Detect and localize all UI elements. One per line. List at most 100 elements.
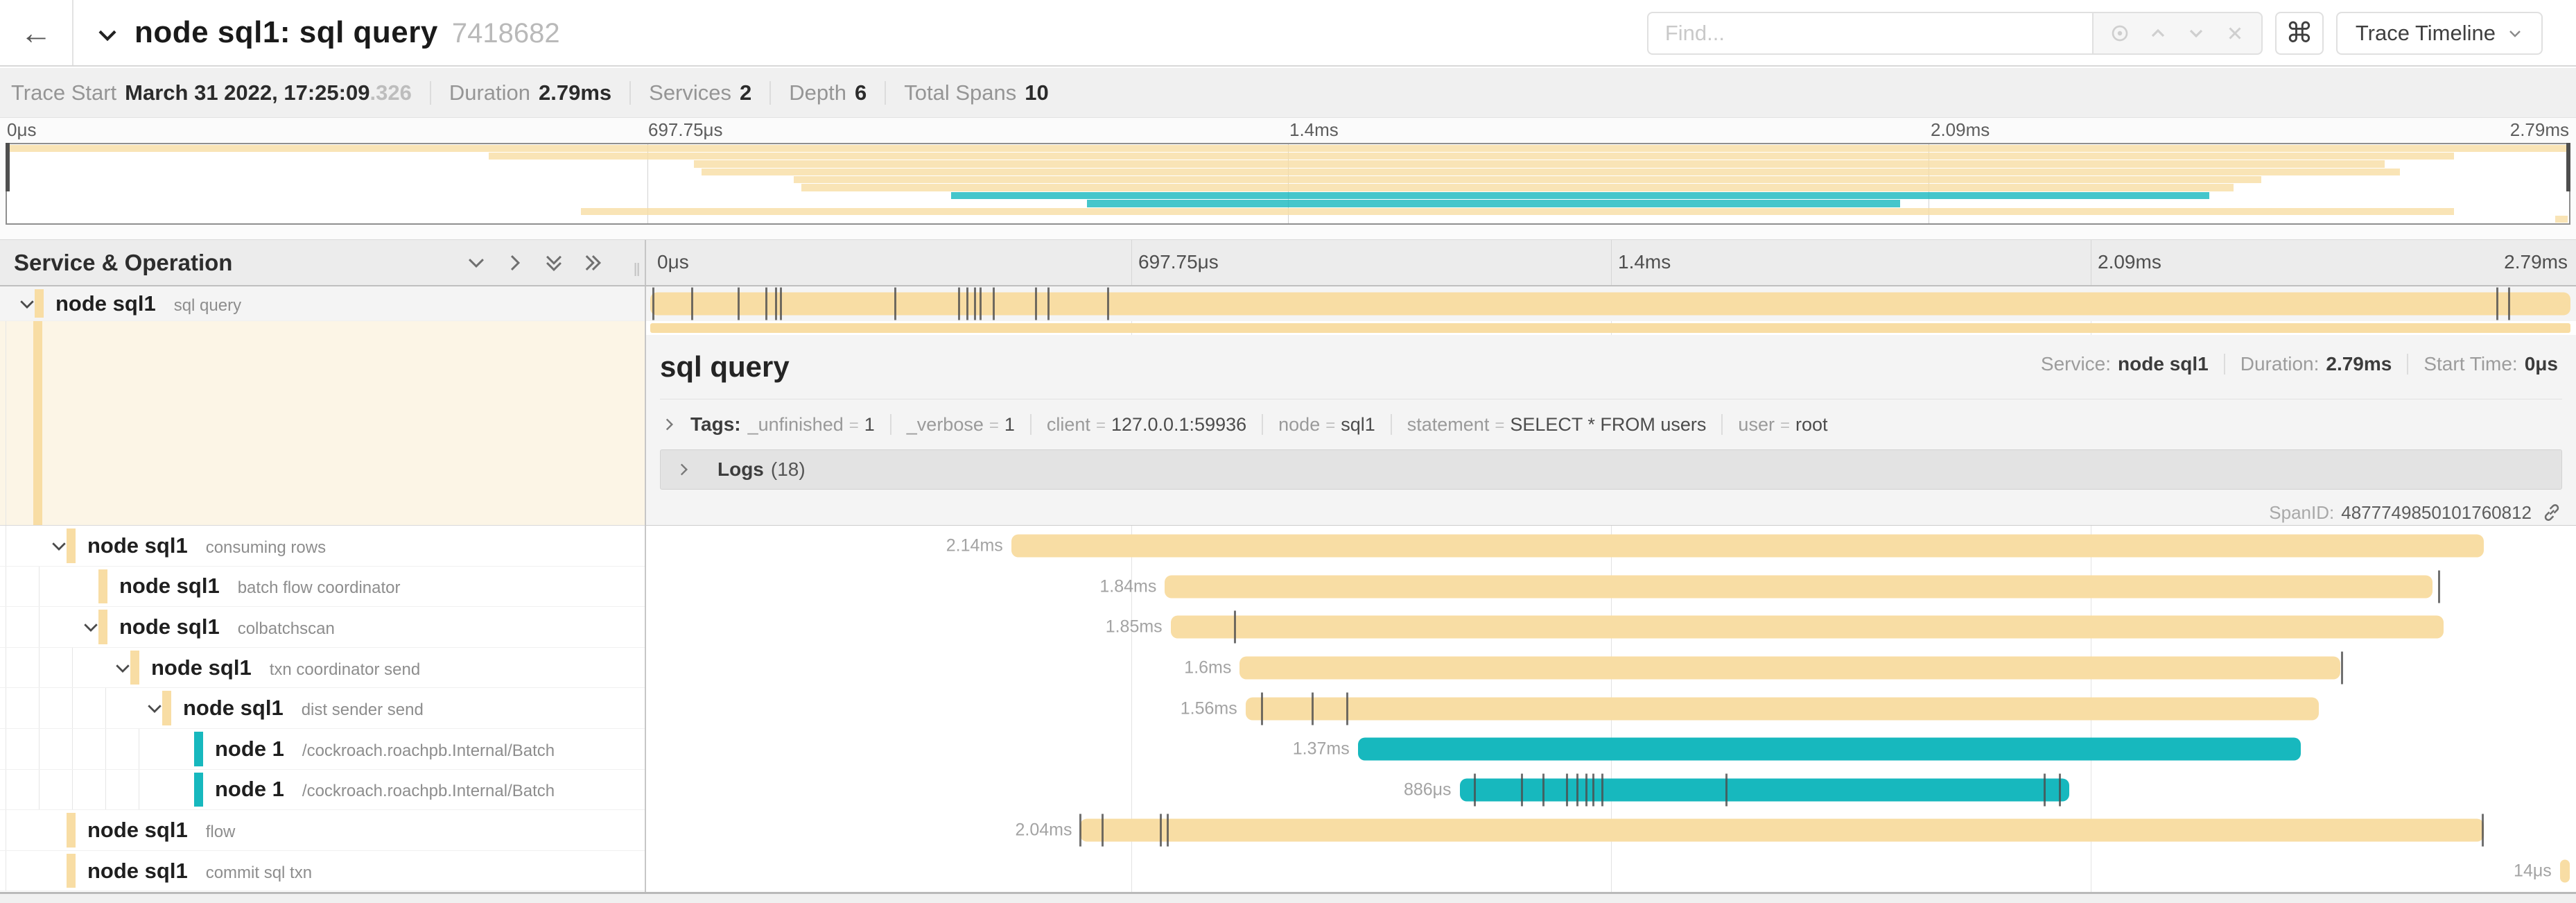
prev-result-icon[interactable] (2146, 22, 2170, 45)
span-rows: node sql1 sql query sql query Service: nod… (0, 286, 2576, 892)
span-row[interactable]: node 1/cockroach.roachpb.Internal/Batch 1… (0, 728, 2576, 770)
span-bar[interactable] (1245, 697, 2320, 721)
trace-minimap[interactable] (6, 143, 2570, 225)
trace-duration: Duration 2.79ms (449, 80, 612, 105)
expander-chevron-icon[interactable] (80, 617, 101, 637)
collapse-all-icon[interactable] (542, 251, 566, 275)
span-row-left: node sql1 batch flow coordinator (0, 566, 645, 608)
span-bar[interactable] (1239, 656, 2340, 680)
minimap-row (7, 152, 2569, 160)
expand-one-icon[interactable] (503, 251, 527, 275)
expander-chevron-icon[interactable] (112, 657, 133, 678)
command-icon: ⌘ (2285, 18, 2313, 49)
chevron-down-icon (2509, 31, 2521, 37)
service-color-strip (98, 569, 107, 604)
span-row-timeline: 1.37ms (645, 729, 2576, 770)
spanid-row: SpanID: 4877749850101760812 (660, 491, 2562, 534)
timeline-ruler-label: 2.09ms (2098, 251, 2161, 273)
span-row[interactable]: node sql1 consuming rows 2.14ms (0, 526, 2576, 567)
span-row[interactable]: node sql1 colbatchscan 1.85ms (0, 607, 2576, 648)
selected-span-mini-bar[interactable] (650, 323, 2570, 333)
span-row[interactable]: node 1/cockroach.roachpb.Internal/Batch 8… (0, 769, 2576, 811)
minimap-right-handle[interactable] (2566, 143, 2570, 191)
span-bar[interactable] (1165, 575, 2433, 599)
span-bar[interactable] (1080, 818, 2484, 842)
log-marker-tick (2043, 773, 2046, 807)
minimap-ruler-label: 2.09ms (1931, 119, 1990, 140)
clear-search-icon[interactable] (2223, 22, 2247, 45)
service-color-strip (35, 289, 44, 318)
log-marker-tick (1035, 287, 1038, 320)
column-resizer[interactable]: ‖ (633, 259, 642, 280)
span-row-timeline: 886μs (645, 770, 2576, 811)
log-marker-tick (966, 287, 968, 320)
span-bar[interactable] (650, 292, 2570, 316)
span-bar[interactable] (2559, 859, 2570, 883)
next-result-icon[interactable] (2184, 22, 2208, 45)
tag-item: _verbose = 1 (906, 413, 1015, 435)
span-bar[interactable] (1011, 534, 2484, 558)
minimap-left-handle[interactable] (6, 143, 10, 191)
service-color-strip (162, 691, 171, 725)
view-selector-button[interactable]: Trace Timeline (2335, 12, 2543, 55)
timeline-ruler-label: 1.4ms (1618, 251, 1671, 273)
service-name: node sql1 txn coordinator send (151, 655, 421, 680)
service-color-strip (67, 528, 76, 563)
span-row[interactable]: node sql1 flow 2.04ms (0, 810, 2576, 851)
span-row[interactable]: node sql1 txn coordinator send 1.6ms (0, 647, 2576, 689)
log-marker-tick (2496, 287, 2499, 320)
tag-item: statement = SELECT * FROM users (1407, 413, 1707, 435)
span-bar[interactable] (1170, 615, 2444, 639)
log-marker-tick (894, 287, 896, 320)
span-row-left: node sql1 colbatchscan (0, 607, 645, 648)
minimap-span-bar (801, 184, 2234, 191)
detail-left-column (0, 321, 645, 526)
span-row-left: node 1/cockroach.roachpb.Internal/Batch (0, 728, 645, 770)
tags-toggle-row[interactable]: Tags: _unfinished = 1 _verbose = 1 client = 127.… (660, 402, 2562, 447)
minimap-span-bar (7, 144, 2569, 152)
span-bar[interactable] (1459, 778, 2070, 802)
keyboard-shortcuts-button[interactable]: ⌘ (2274, 12, 2324, 55)
operation-name: /cockroach.roachpb.Internal/Batch (302, 741, 555, 760)
tag-item: client = 127.0.0.1:59936 (1046, 413, 1247, 435)
trace-start: Trace Start March 31 2022, 17:25:09.326 (11, 80, 412, 105)
trace-overview: 0μs 697.75μs 1.4ms 2.09ms 2.79ms (0, 118, 2576, 239)
service-name: node sql1 batch flow coordinator (119, 574, 401, 599)
span-row[interactable]: node sql1 sql query (0, 286, 2576, 321)
expander-chevron-icon[interactable] (144, 698, 165, 719)
trace-id: 7418682 (451, 18, 560, 49)
service-name: node 1/cockroach.roachpb.Internal/Batch (215, 777, 555, 802)
expand-all-icon[interactable] (581, 251, 604, 275)
back-button[interactable]: ← (0, 0, 73, 65)
find-input[interactable] (1646, 12, 2092, 55)
log-marker-tick (779, 287, 782, 320)
copy-link-icon[interactable] (2541, 502, 2562, 523)
span-bar[interactable] (1357, 737, 2301, 761)
logs-toggle-row[interactable]: Logs (18) (660, 449, 2562, 490)
service-name: node sql1 sql query (55, 291, 242, 316)
tag-item: user = root (1738, 413, 1828, 435)
expander-chevron-icon[interactable] (49, 535, 69, 556)
log-marker-tick (1346, 692, 1348, 725)
logs-label: Logs (717, 458, 764, 480)
trace-title-group[interactable]: node sql1: sql query 7418682 (94, 15, 560, 50)
minimap-ruler-label: 2.79ms (2509, 119, 2569, 140)
operation-name: batch flow coordinator (237, 578, 401, 598)
target-icon[interactable] (2108, 22, 2132, 45)
header-controls: ⌘ Trace Timeline (1646, 12, 2543, 55)
log-marker-tick (973, 287, 976, 320)
log-marker-tick (1601, 773, 1604, 807)
log-marker-tick (958, 287, 961, 320)
span-row-left: node sql1 commit sql txn (0, 850, 645, 892)
log-marker-tick (1101, 814, 1104, 847)
log-marker-tick (2340, 651, 2343, 685)
span-row-timeline: 1.85ms (645, 607, 2576, 648)
log-marker-tick (1260, 692, 1263, 725)
span-row[interactable]: node sql1 commit sql txn 14μs (0, 850, 2576, 892)
collapse-one-icon[interactable] (464, 251, 488, 275)
log-marker-tick (993, 287, 995, 320)
span-row[interactable]: node sql1 batch flow coordinator 1.84ms (0, 566, 2576, 608)
span-row[interactable]: node sql1 dist sender send 1.56ms (0, 688, 2576, 729)
operation-name: sql query (173, 295, 242, 315)
expander-chevron-icon[interactable] (17, 293, 37, 314)
